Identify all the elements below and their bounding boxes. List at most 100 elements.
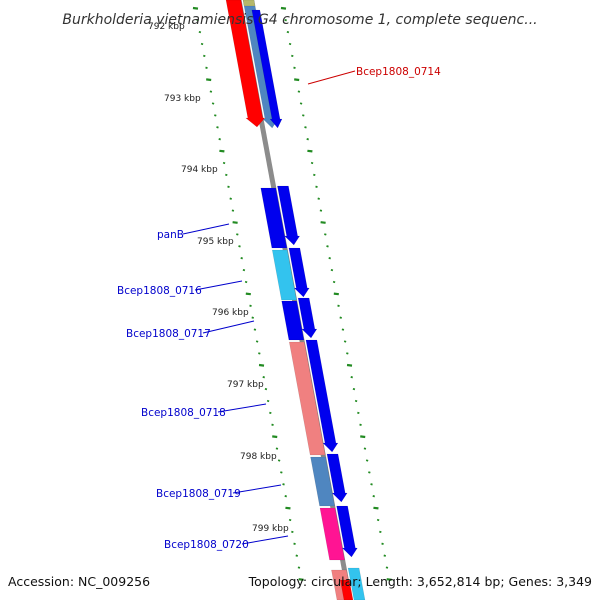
minor-tick-mark: [337, 304, 340, 307]
gene-feature[interactable]: [310, 456, 335, 507]
minor-tick-mark: [297, 566, 301, 569]
minor-tick-mark: [372, 495, 376, 498]
gene-feature[interactable]: [288, 247, 310, 298]
minor-tick-mark: [286, 30, 290, 34]
minor-tick-mark: [203, 54, 206, 58]
tick-label: 794 kbp: [181, 165, 218, 175]
minor-tick-mark: [376, 518, 380, 522]
minor-tick-mark: [357, 411, 360, 415]
minor-tick-mark: [328, 257, 331, 260]
minor-tick-mark: [238, 245, 241, 248]
gene-feature[interactable]: [281, 300, 305, 341]
gene-feature[interactable]: [271, 249, 297, 301]
minor-tick-mark: [253, 328, 257, 331]
minor-tick-mark: [295, 554, 299, 557]
gene-feature[interactable]: [225, 0, 266, 128]
minor-tick-mark: [385, 566, 389, 569]
minor-tick-mark: [196, 19, 199, 22]
minor-tick-mark: [271, 423, 274, 426]
kbp-tick-labels: 792 kbp 793 kbp 794 kbp 795 kbp 796 kbp …: [148, 22, 289, 534]
major-tick-mark: [219, 149, 225, 153]
major-tick-mark: [258, 363, 265, 367]
minor-tick-mark: [227, 185, 230, 188]
gene-label-bcep1808-0719[interactable]: Bcep1808_0719: [156, 488, 241, 500]
minor-tick-mark: [275, 447, 279, 450]
minor-tick-mark: [299, 102, 303, 105]
minor-tick-mark: [293, 542, 296, 545]
gene-feature[interactable]: [242, 0, 256, 7]
minor-tick-mark: [346, 352, 349, 355]
leader-line-0717: [202, 320, 255, 334]
gene-feature[interactable]: [347, 567, 366, 600]
gene-feature[interactable]: [297, 297, 318, 339]
gene-feature[interactable]: [326, 453, 348, 503]
major-tick-mark: [245, 292, 251, 296]
major-tick-mark: [280, 6, 287, 10]
minor-tick-mark: [330, 268, 334, 272]
minor-tick-mark: [302, 114, 305, 117]
major-tick-mark: [206, 78, 212, 82]
map-title: Burkholderia vietnamiensis G4 chromosome…: [62, 12, 537, 28]
minor-tick-mark: [231, 209, 235, 212]
minor-tick-mark: [266, 399, 270, 403]
major-tick-mark: [285, 506, 291, 510]
minor-tick-mark: [249, 304, 252, 307]
minor-tick-mark: [214, 114, 217, 117]
minor-tick-mark: [339, 316, 342, 319]
minor-tick-mark: [297, 90, 301, 93]
gene-feature[interactable]: [260, 187, 288, 249]
tick-label: 796 kbp: [212, 308, 249, 318]
minor-tick-mark: [258, 352, 261, 355]
gene-label-bcep1808-0717[interactable]: Bcep1808_0717: [126, 328, 211, 340]
minor-tick-mark: [291, 530, 294, 534]
gene-feature[interactable]: [288, 341, 326, 456]
minor-tick-mark: [216, 126, 219, 129]
leader-line-0720: [241, 535, 289, 545]
gene-label-panB[interactable]: panB: [157, 229, 184, 241]
leader-line-0718: [217, 403, 267, 413]
minor-tick-mark: [284, 495, 288, 498]
genome-summary-text: Topology: circular; Length: 3,652,814 bp…: [248, 574, 592, 589]
gene-feature[interactable]: [336, 505, 358, 558]
gene-feature[interactable]: [339, 579, 354, 600]
gene-feature[interactable]: [319, 507, 345, 561]
gene-feature[interactable]: [305, 339, 339, 453]
gene-label-bcep1808-0720[interactable]: Bcep1808_0720: [164, 539, 249, 551]
minor-tick-mark: [229, 197, 232, 200]
minor-tick-mark: [293, 66, 296, 69]
leader-line-panB: [182, 223, 230, 235]
major-tick-mark: [346, 363, 353, 367]
gene-label-bcep1808-0718[interactable]: Bcep1808_0718: [141, 407, 226, 419]
outer-tick-marks: [280, 6, 392, 581]
minor-tick-mark: [269, 411, 272, 415]
major-tick-mark: [232, 221, 238, 224]
gene-feature[interactable]: [277, 185, 301, 246]
minor-tick-mark: [370, 483, 373, 486]
minor-tick-mark: [365, 459, 369, 462]
minor-tick-mark: [379, 530, 382, 534]
major-tick-mark: [192, 6, 199, 10]
gene-label-bcep1808-0716[interactable]: Bcep1808_0716: [117, 285, 202, 297]
gene-feature[interactable]: [251, 9, 283, 129]
minor-tick-mark: [306, 138, 309, 141]
minor-tick-mark: [354, 399, 358, 403]
minor-tick-mark: [277, 459, 281, 462]
leader-line-0716: [194, 280, 243, 291]
minor-tick-mark: [359, 423, 362, 426]
tick-label: 798 kbp: [240, 452, 277, 462]
major-tick-mark: [272, 435, 278, 439]
gene-label-bcep1808-0714[interactable]: Bcep1808_0714: [356, 66, 441, 78]
minor-tick-mark: [350, 376, 353, 379]
minor-tick-mark: [310, 161, 314, 165]
tick-label-partial: 792 kbp: [148, 22, 185, 32]
major-tick-mark: [360, 435, 366, 439]
minor-tick-mark: [222, 161, 226, 165]
minor-tick-mark: [284, 19, 287, 22]
major-tick-mark: [333, 292, 339, 296]
accession-text: Accession: NC_009256: [8, 574, 150, 589]
minor-tick-mark: [363, 447, 367, 450]
minor-tick-mark: [352, 387, 356, 391]
minor-tick-mark: [341, 328, 345, 331]
